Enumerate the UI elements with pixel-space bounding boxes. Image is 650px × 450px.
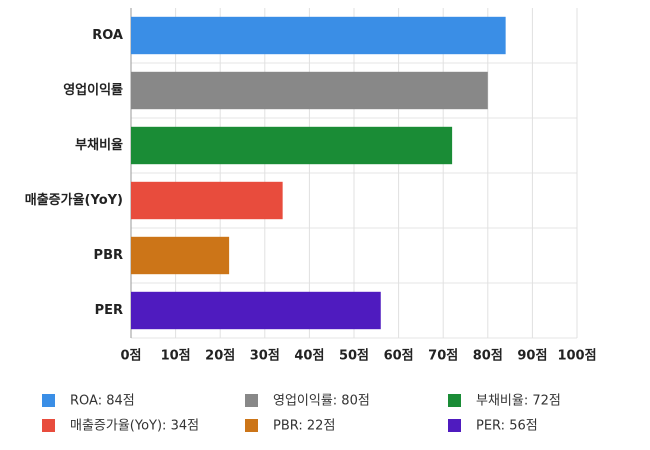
legend-swatch — [448, 419, 461, 432]
legend-label: PER: 56점 — [476, 419, 538, 434]
x-tick-label: 0점 — [120, 349, 141, 364]
legend-swatch — [245, 419, 258, 432]
x-tick-label: 10점 — [161, 349, 191, 364]
legend-swatch — [42, 419, 55, 432]
legend-label: ROA: 84점 — [70, 394, 135, 409]
bar — [131, 126, 453, 165]
x-tick-label: 90점 — [517, 349, 547, 364]
legend-label: PBR: 22점 — [273, 419, 335, 434]
y-tick-label: 매출증가율(YoY) — [25, 192, 123, 208]
bar — [131, 181, 283, 220]
bar — [131, 236, 230, 275]
x-tick-label: 40점 — [294, 349, 324, 364]
legend-label: 영업이익률: 80점 — [273, 394, 370, 409]
legend-label: 매출증가율(YoY): 34점 — [70, 419, 199, 434]
y-tick-label: PER — [95, 303, 123, 318]
x-tick-label: 60점 — [384, 349, 414, 364]
y-tick-label: 부채비율 — [75, 137, 123, 153]
x-tick-label: 100점 — [557, 349, 596, 364]
y-tick-label: 영업이익률 — [63, 82, 123, 98]
legend-swatch — [448, 394, 461, 407]
y-tick-label: ROA — [92, 28, 123, 43]
bar — [131, 71, 488, 110]
bar — [131, 16, 506, 55]
y-tick-label: PBR — [94, 248, 123, 263]
x-tick-label: 50점 — [339, 349, 369, 364]
bar — [131, 291, 381, 330]
legend-swatch — [245, 394, 258, 407]
x-tick-label: 70점 — [428, 349, 458, 364]
x-tick-label: 20점 — [205, 349, 235, 364]
legend-swatch — [42, 394, 55, 407]
x-tick-label: 30점 — [250, 349, 280, 364]
x-tick-label: 80점 — [473, 349, 503, 364]
legend-label: 부채비율: 72점 — [476, 394, 561, 409]
